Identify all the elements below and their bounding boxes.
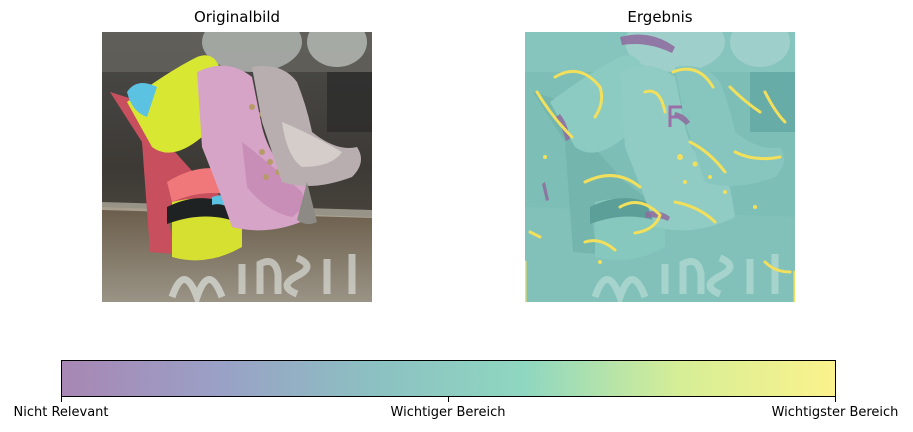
colorbar-tick-label: Wichtigster Bereich	[771, 405, 899, 420]
colorbar-tick-label: Nicht Relevant	[13, 405, 109, 420]
colorbar-tick	[835, 397, 836, 402]
result-heatmap-image	[525, 32, 795, 302]
original-image-title: Originalbild	[193, 8, 281, 26]
result-image-title: Ergebnis	[627, 8, 693, 26]
importance-colorbar	[61, 360, 836, 397]
original-image	[102, 32, 372, 302]
colorbar-tick-label: Wichtiger Bereich	[390, 405, 506, 420]
colorbar-tick	[448, 397, 449, 402]
colorbar-tick	[61, 397, 62, 402]
